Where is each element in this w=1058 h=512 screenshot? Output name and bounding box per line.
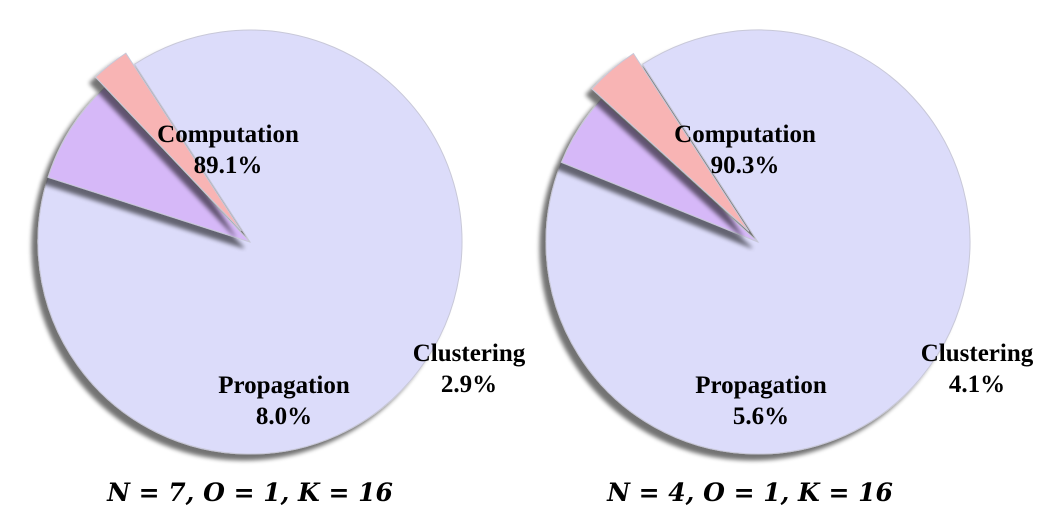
pie-slice-clustering [591, 52, 750, 232]
slice-value-clustering: 2.9% [441, 371, 497, 398]
slice-value-computation: 90.3% [711, 152, 780, 179]
pie-caption-right: N = 4, O = 1, K = 16 [606, 478, 893, 507]
pie-chart-left [37, 29, 463, 455]
slice-value-clustering: 4.1% [949, 371, 1005, 398]
slice-label-computation: Computation [157, 121, 299, 148]
slice-value-computation: 89.1% [194, 152, 263, 179]
slice-label-propagation: Propagation [695, 372, 827, 399]
pie-caption-left: N = 7, O = 1, K = 16 [106, 478, 393, 507]
slice-value-propagation: 5.6% [733, 403, 789, 430]
pie-slice-clustering [94, 52, 242, 232]
pie-slice-propagation [560, 98, 759, 243]
slice-value-propagation: 8.0% [256, 403, 312, 430]
slice-label-clustering: Clustering [413, 340, 526, 367]
slice-label-propagation: Propagation [218, 372, 350, 399]
slice-label-clustering: Clustering [921, 340, 1034, 367]
pie-slice-propagation [47, 87, 251, 243]
pie-chart-right [545, 29, 971, 455]
slice-label-computation: Computation [674, 121, 816, 148]
